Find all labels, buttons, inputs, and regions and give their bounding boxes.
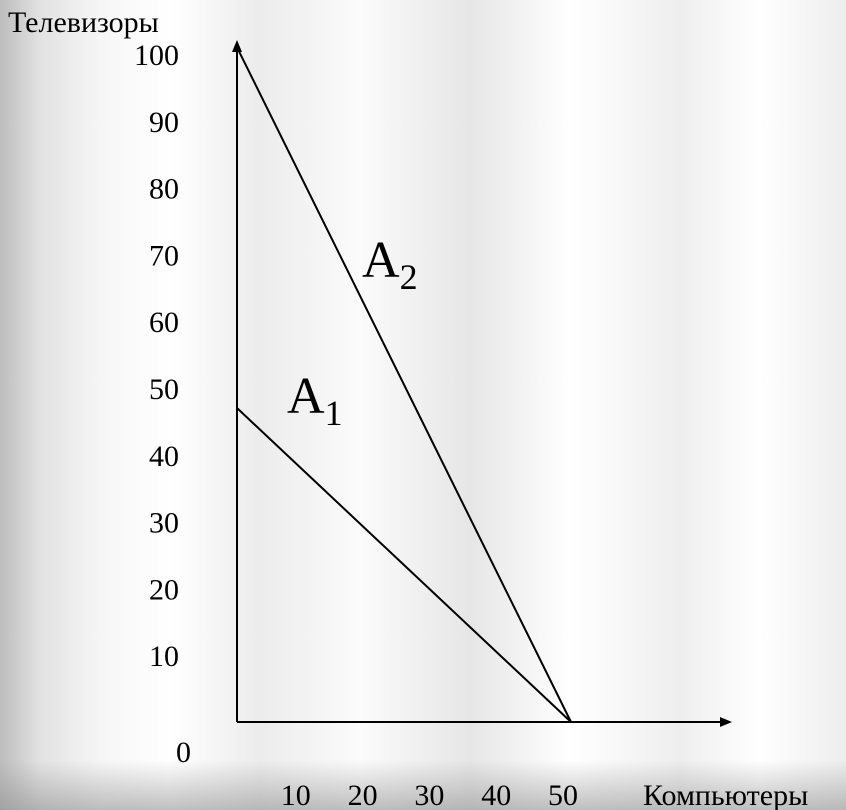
x-tick-label: 10 bbox=[281, 779, 311, 810]
y-tick-label: 80 bbox=[149, 173, 179, 206]
y-tick-label: 20 bbox=[149, 573, 179, 606]
y-tick-label: 10 bbox=[149, 640, 179, 673]
series-line-a1 bbox=[236, 407, 572, 723]
y-tick-label: 100 bbox=[134, 39, 179, 72]
x-axis-arrow bbox=[720, 717, 732, 727]
series-label-a2-sub: 2 bbox=[400, 257, 418, 297]
y-tick-label: 30 bbox=[149, 507, 179, 540]
slide-floor-shadow bbox=[0, 760, 846, 810]
x-tick-label: 40 bbox=[481, 779, 511, 810]
axes bbox=[232, 40, 732, 727]
series-label-a1: A1 bbox=[287, 368, 343, 433]
y-axis-arrow bbox=[232, 40, 242, 52]
origin-label: 0 bbox=[176, 736, 191, 769]
y-tick-label: 60 bbox=[149, 306, 179, 339]
series-label-a1-sub: 1 bbox=[325, 393, 343, 433]
series-lines bbox=[236, 46, 572, 723]
x-axis-label: Компьютеры bbox=[643, 779, 808, 810]
series-line-a2 bbox=[236, 46, 572, 723]
x-tick-label: 50 bbox=[548, 779, 578, 810]
series-label-a1-main: A bbox=[287, 368, 325, 425]
x-tick-label: 30 bbox=[414, 779, 444, 810]
y-tick-label: 50 bbox=[149, 373, 179, 406]
series-label-a2-main: A bbox=[362, 232, 400, 289]
y-tick-label: 40 bbox=[149, 440, 179, 473]
x-tick-label: 20 bbox=[348, 779, 378, 810]
y-tick-label: 90 bbox=[149, 106, 179, 139]
y-tick-label: 70 bbox=[149, 239, 179, 272]
series-label-a2: A2 bbox=[362, 232, 418, 297]
y-axis-label: Телевизоры bbox=[8, 6, 159, 39]
